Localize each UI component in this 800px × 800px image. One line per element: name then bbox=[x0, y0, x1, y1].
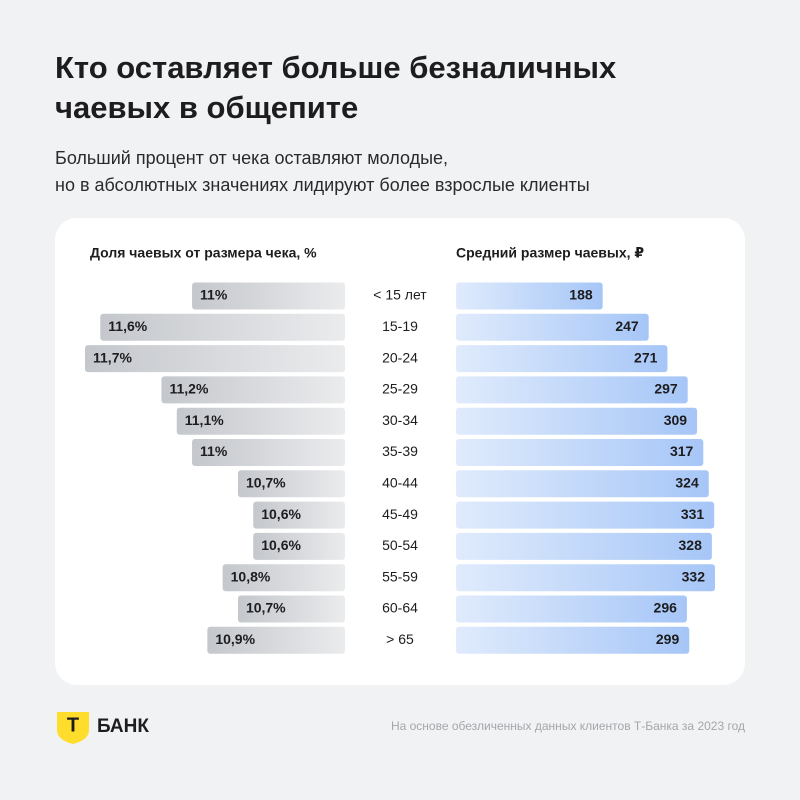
bar bbox=[192, 282, 345, 310]
value-label: 10,9% bbox=[215, 631, 255, 647]
value-label: 10,8% bbox=[231, 568, 271, 584]
bar bbox=[456, 407, 698, 435]
bar bbox=[237, 595, 345, 623]
brand-name: БАНК bbox=[97, 716, 149, 737]
category-label: 30-34 bbox=[382, 412, 418, 428]
category-label: 55-59 bbox=[382, 568, 418, 584]
bar bbox=[456, 564, 715, 592]
title: чаевых в общепите bbox=[55, 90, 359, 125]
category-label: 50-54 bbox=[382, 537, 418, 553]
value-label: 328 bbox=[679, 537, 703, 553]
category-label: 40-44 bbox=[382, 475, 418, 491]
bar bbox=[456, 439, 704, 466]
value-label: 188 bbox=[569, 287, 593, 303]
value-label: 10,7% bbox=[246, 600, 286, 616]
value-label: 271 bbox=[634, 349, 658, 365]
bar bbox=[85, 345, 345, 373]
category-label: < 15 лет bbox=[373, 287, 427, 303]
logo-shield bbox=[57, 712, 89, 744]
panel-title: Средний размер чаевых, ₽ bbox=[456, 245, 644, 261]
value-label: 247 bbox=[615, 318, 639, 334]
logo-letter: Т bbox=[67, 714, 79, 736]
bar bbox=[192, 439, 345, 466]
bar bbox=[100, 313, 345, 341]
category-label: 15-19 bbox=[382, 318, 418, 334]
value-label: 11,6% bbox=[108, 318, 147, 334]
value-label: 309 bbox=[664, 412, 688, 428]
bar bbox=[207, 626, 345, 654]
title: Кто оставляет больше безналичных bbox=[55, 50, 617, 85]
bar bbox=[161, 376, 345, 404]
category-label: 60-64 bbox=[382, 600, 418, 616]
value-label: 296 bbox=[654, 600, 678, 616]
value-label: 11,7% bbox=[93, 349, 132, 365]
bar bbox=[456, 376, 688, 404]
bar bbox=[456, 501, 715, 529]
bar bbox=[456, 470, 709, 498]
value-label: 332 bbox=[682, 568, 706, 584]
value-label: 11,2% bbox=[169, 381, 208, 397]
value-label: 11% bbox=[200, 443, 228, 459]
value-label: 331 bbox=[681, 506, 705, 522]
subtitle: Больший процент от чека оставляют молоды… bbox=[55, 148, 449, 168]
bar bbox=[456, 595, 687, 623]
bar bbox=[456, 626, 690, 654]
value-label: 11,1% bbox=[185, 412, 224, 428]
subtitle: но в абсолютных значениях лидируют более… bbox=[55, 175, 590, 195]
bar bbox=[456, 345, 668, 373]
category-label: 45-49 bbox=[382, 506, 418, 522]
value-label: 317 bbox=[670, 443, 694, 459]
category-label: 35-39 bbox=[382, 443, 418, 459]
source-note: На основе обезличенных данных клиентов Т… bbox=[391, 719, 745, 733]
value-label: 299 bbox=[656, 631, 680, 647]
bar bbox=[176, 407, 345, 435]
value-label: 11% bbox=[200, 287, 228, 303]
panel-title: Доля чаевых от размера чека, % bbox=[90, 245, 317, 261]
bar bbox=[456, 532, 712, 560]
value-label: 324 bbox=[675, 475, 699, 491]
bar bbox=[456, 282, 603, 310]
value-label: 10,6% bbox=[261, 537, 301, 553]
category-label: 25-29 bbox=[382, 381, 418, 397]
value-label: 10,7% bbox=[246, 475, 286, 491]
value-label: 10,6% bbox=[261, 506, 301, 522]
bar bbox=[456, 313, 649, 341]
bar bbox=[237, 470, 345, 498]
bar bbox=[253, 501, 345, 529]
category-label: 20-24 bbox=[382, 349, 418, 365]
category-label: > 65 bbox=[386, 631, 414, 647]
bar bbox=[253, 532, 345, 560]
bar bbox=[222, 564, 345, 592]
value-label: 297 bbox=[654, 381, 678, 397]
